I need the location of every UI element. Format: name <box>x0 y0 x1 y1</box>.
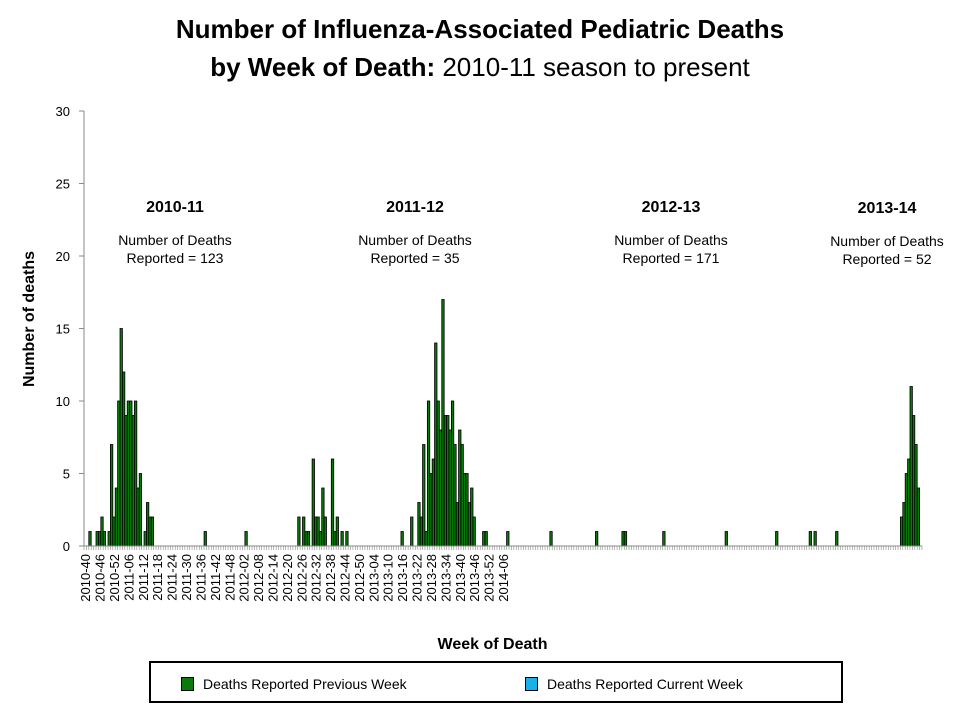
x-tick-label: 2012-32 <box>309 554 324 602</box>
y-tick-label: 0 <box>63 539 70 554</box>
bar-previous-week <box>410 516 414 547</box>
bar-previous-week <box>835 531 839 547</box>
bar-previous-week <box>138 473 143 547</box>
season-deaths-line2: Reported = 171 <box>622 250 720 266</box>
bar-previous-week <box>422 444 426 547</box>
x-tick-label: 2011-30 <box>179 554 194 601</box>
bar-previous-week <box>297 516 301 547</box>
bar-previous-week <box>916 487 921 547</box>
chart-title-line1: Number of Influenza-Associated Pediatric… <box>175 14 785 44</box>
y-tick-label: 10 <box>56 394 70 409</box>
bar-previous-week <box>549 531 553 547</box>
x-tick-label: 2013-40 <box>453 554 468 602</box>
x-tick-label: 2013-28 <box>424 554 439 602</box>
bar-previous-week <box>662 531 666 547</box>
y-axis-label: Number of deaths <box>21 251 38 388</box>
x-tick-label: 2011-06 <box>121 554 136 601</box>
x-tick-label: 2013-46 <box>467 554 482 602</box>
bar-previous-week <box>335 516 339 547</box>
season-name: 2011-12 <box>386 199 444 216</box>
bar-previous-week <box>244 531 248 547</box>
bar-previous-week <box>340 531 344 547</box>
bar-previous-week <box>472 516 476 547</box>
season-deaths-line1: Number of Deaths <box>830 233 944 249</box>
x-tick-label: 2014-06 <box>496 554 511 602</box>
x-tick-label: 2012-02 <box>237 554 252 602</box>
season-annotation-2011-12: 2011-12 Number of Deaths Reported = 35 <box>330 199 500 267</box>
legend-swatch-current <box>525 677 538 691</box>
season-deaths-line1: Number of Deaths <box>614 232 728 248</box>
x-tick-label: 2011-18 <box>150 554 165 601</box>
legend-item-current: Deaths Reported Current Week <box>525 676 743 692</box>
x-tick-label: 2013-52 <box>482 554 497 602</box>
x-tick-label: 2012-44 <box>338 554 353 602</box>
x-tick-label: 2012-26 <box>294 554 309 602</box>
bar-previous-week <box>623 531 628 547</box>
x-tick-label: 2010-52 <box>107 554 122 602</box>
season-deaths-line2: Reported = 52 <box>842 251 932 267</box>
chart-title-rest: 2010-11 season to present <box>435 52 750 82</box>
x-tick-label: 2010-40 <box>78 554 93 602</box>
x-tick-label: 2011-36 <box>193 554 208 601</box>
legend-swatch-previous <box>181 677 194 691</box>
legend-label-previous: Deaths Reported Previous Week <box>203 676 407 692</box>
x-tick-label: 2011-48 <box>222 554 237 601</box>
season-deaths-line1: Number of Deaths <box>358 232 472 248</box>
bar-previous-week <box>345 531 349 547</box>
season-deaths-line1: Number of Deaths <box>118 232 232 248</box>
x-tick-label: 2013-34 <box>438 554 453 602</box>
season-annotation-2013-14: 2013-14 Number of Deaths Reported = 52 <box>802 200 960 268</box>
y-tick-label: 20 <box>56 249 70 264</box>
y-tick-label: 5 <box>63 467 70 482</box>
x-tick-label: 2012-14 <box>265 554 280 602</box>
x-tick-label: 2013-04 <box>366 554 381 602</box>
season-annotation-2010-11: 2010-11 Number of Deaths Reported = 123 <box>90 199 260 267</box>
bar-previous-week <box>306 531 311 547</box>
x-tick-label: 2012-08 <box>251 554 266 602</box>
season-deaths-text: Number of Deaths Reported = 52 <box>802 232 960 268</box>
season-deaths-text: Number of Deaths Reported = 35 <box>330 231 500 267</box>
bar-previous-week <box>724 531 728 547</box>
bar-previous-week <box>484 531 488 547</box>
bar-previous-week <box>102 531 107 547</box>
bar-previous-week <box>506 531 510 547</box>
y-tick-label: 30 <box>56 104 70 119</box>
x-tick-label: 2012-38 <box>323 554 338 602</box>
x-tick-label: 2010-46 <box>93 554 108 602</box>
season-deaths-text: Number of Deaths Reported = 171 <box>586 231 756 267</box>
x-axis-label: Week of Death <box>437 636 548 653</box>
x-tick-label: 2013-16 <box>395 554 410 602</box>
x-tick-label: 2011-24 <box>165 554 180 601</box>
y-tick-label: 15 <box>56 322 70 337</box>
bar-previous-week <box>775 531 779 547</box>
y-tick-label: 25 <box>56 177 70 192</box>
bar-previous-week <box>150 516 155 547</box>
bar-previous-week <box>808 531 812 547</box>
x-tick-label: 2013-10 <box>381 554 396 602</box>
bar-previous-week <box>88 531 92 547</box>
chart-legend: Deaths Reported Previous Week Deaths Rep… <box>149 661 843 703</box>
x-tick-label: 2012-20 <box>280 554 295 602</box>
season-deaths-line2: Reported = 35 <box>370 250 460 266</box>
x-tick-label: 2012-50 <box>352 554 367 602</box>
x-tick-label: 2011-12 <box>136 554 151 601</box>
bar-previous-week <box>400 531 404 547</box>
x-tick-label: 2011-42 <box>208 554 223 601</box>
x-tick-label: 2013-22 <box>410 554 425 602</box>
season-name: 2012-13 <box>641 199 701 216</box>
bar-previous-week <box>323 516 327 547</box>
season-deaths-text: Number of Deaths Reported = 123 <box>90 231 260 267</box>
chart-title-line2: by Week of Death: 2010-11 season to pres… <box>0 52 960 83</box>
season-deaths-line2: Reported = 123 <box>126 250 224 266</box>
season-name: 2013-14 <box>857 200 917 217</box>
bar-previous-week <box>595 531 599 547</box>
bar-previous-week <box>813 531 817 547</box>
legend-item-previous: Deaths Reported Previous Week <box>181 676 407 692</box>
chart-title-bold-part: by Week of Death: <box>210 52 436 82</box>
legend-label-current: Deaths Reported Current Week <box>547 676 743 692</box>
bar-previous-week <box>203 531 207 547</box>
season-name: 2010-11 <box>146 199 204 216</box>
season-annotation-2012-13: 2012-13 Number of Deaths Reported = 171 <box>586 199 756 267</box>
